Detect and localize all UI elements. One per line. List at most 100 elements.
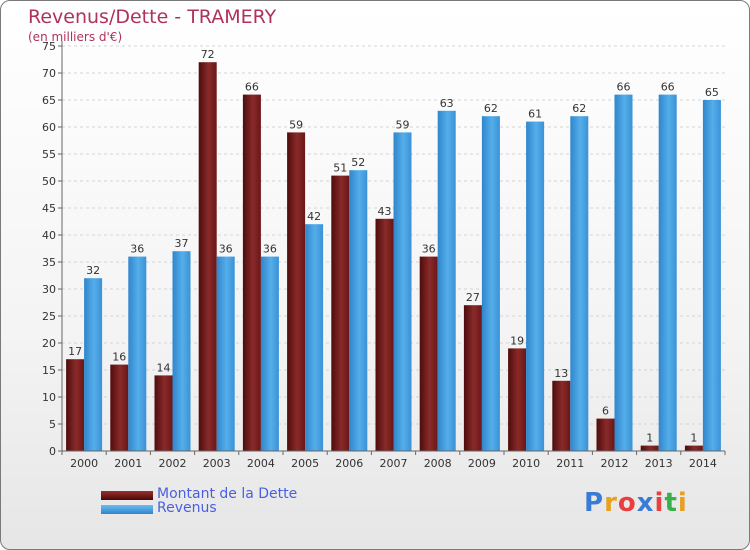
data-label-revenue-2000: 32 [86,264,100,277]
bar-revenue-2013 [658,94,677,451]
x-tick-label-2014: 2014 [689,457,717,470]
bar-revenue-2008 [437,110,456,452]
y-tick-label-40: 40 [42,229,56,242]
bar-debt-2005 [287,132,306,451]
y-tick-label-5: 5 [49,418,56,431]
x-tick-label-2000: 2000 [70,457,98,470]
bar-debt-2003 [198,62,217,451]
y-tick-label-50: 50 [42,175,56,188]
x-tick-label-2005: 2005 [291,457,319,470]
data-label-debt-2008: 36 [422,243,436,256]
y-tick-label-10: 10 [42,391,56,404]
y-tick-label-75: 75 [42,40,56,53]
data-label-revenue-2005: 42 [307,210,321,223]
chart-subtitle: (en milliers d'€) [28,30,123,44]
legend-swatch-debt [101,491,153,500]
data-label-revenue-2006: 52 [351,156,365,169]
data-label-debt-2011: 13 [554,367,568,380]
data-label-debt-2013: 1 [646,432,653,445]
logo-letter: o [617,488,637,518]
x-tick-label-2010: 2010 [512,457,540,470]
bar-revenue-2011 [570,116,589,451]
data-label-debt-2001: 16 [112,351,126,364]
bar-debt-2000 [66,359,85,451]
bar-revenue-2006 [349,170,368,451]
logo-letter: t [664,488,678,518]
data-label-debt-2005: 59 [289,118,303,131]
proxiti-logo: Proxiti [584,488,688,518]
data-label-revenue-2011: 62 [572,102,586,115]
data-label-debt-2007: 43 [378,205,392,218]
y-tick-label-20: 20 [42,337,56,350]
data-label-debt-2009: 27 [466,291,480,304]
data-label-debt-2000: 17 [68,345,82,358]
x-tick-label-2003: 2003 [203,457,231,470]
bar-revenue-2002 [172,251,191,451]
y-tick-label-15: 15 [42,364,56,377]
x-tick-label-2008: 2008 [424,457,452,470]
x-tick-label-2009: 2009 [468,457,496,470]
chart-title: Revenus/Dette - TRAMERY [28,6,277,28]
data-label-revenue-2008: 63 [440,97,454,110]
bar-revenue-2001 [128,256,147,451]
bar-debt-2013 [640,445,659,451]
data-label-debt-2014: 1 [690,432,697,445]
bar-debt-2007 [375,218,394,451]
bar-debt-2009 [463,305,482,451]
data-label-debt-2012: 6 [602,405,609,418]
bar-revenue-2005 [305,224,324,451]
bar-revenue-2014 [702,100,721,451]
x-tick-label-2001: 2001 [114,457,142,470]
x-tick-label-2002: 2002 [159,457,187,470]
x-tick-label-2011: 2011 [556,457,584,470]
bar-debt-2002 [154,375,173,451]
y-tick-label-65: 65 [42,94,56,107]
logo-letter: x [636,488,655,518]
bar-debt-2001 [110,364,129,451]
data-label-revenue-2014: 65 [705,86,719,99]
bar-revenue-2004 [260,256,279,451]
legend-label-debt: Montant de la Dette [157,486,298,502]
x-tick-label-2013: 2013 [645,457,673,470]
data-label-debt-2003: 72 [201,48,215,61]
bar-revenue-2007 [393,132,412,451]
logo-letter: P [584,488,605,518]
data-label-debt-2004: 66 [245,81,259,94]
bar-debt-2006 [331,175,350,451]
y-tick-label-25: 25 [42,310,56,323]
x-tick-label-2012: 2012 [601,457,629,470]
legend-swatch-revenue [101,505,153,514]
y-tick-label-45: 45 [42,202,56,215]
y-tick-label-35: 35 [42,256,56,269]
bar-revenue-2000 [84,278,103,451]
data-label-revenue-2002: 37 [175,237,189,250]
data-label-revenue-2004: 36 [263,243,277,256]
legend-label-revenue: Revenus [157,500,217,516]
data-label-debt-2010: 19 [510,334,524,347]
bar-revenue-2009 [481,116,500,451]
data-label-debt-2006: 51 [333,162,347,175]
bar-revenue-2012 [614,94,633,451]
y-tick-label-70: 70 [42,67,56,80]
x-tick-label-2007: 2007 [380,457,408,470]
logo-letter: i [677,488,688,518]
bar-revenue-2010 [526,121,545,451]
bar-revenue-2003 [216,256,235,451]
data-label-revenue-2001: 36 [130,243,144,256]
bar-debt-2004 [242,94,261,451]
y-tick-label-30: 30 [42,283,56,296]
bar-debt-2012 [596,418,615,451]
data-label-revenue-2007: 59 [396,118,410,131]
bar-debt-2011 [552,380,571,451]
logo-letter: i [654,488,665,518]
data-label-revenue-2003: 36 [219,243,233,256]
data-label-revenue-2010: 61 [528,108,542,121]
logo-letter: r [604,488,618,518]
y-tick-label-60: 60 [42,121,56,134]
bar-debt-2010 [508,348,527,451]
y-tick-label-55: 55 [42,148,56,161]
x-tick-label-2006: 2006 [335,457,363,470]
x-tick-label-2004: 2004 [247,457,275,470]
